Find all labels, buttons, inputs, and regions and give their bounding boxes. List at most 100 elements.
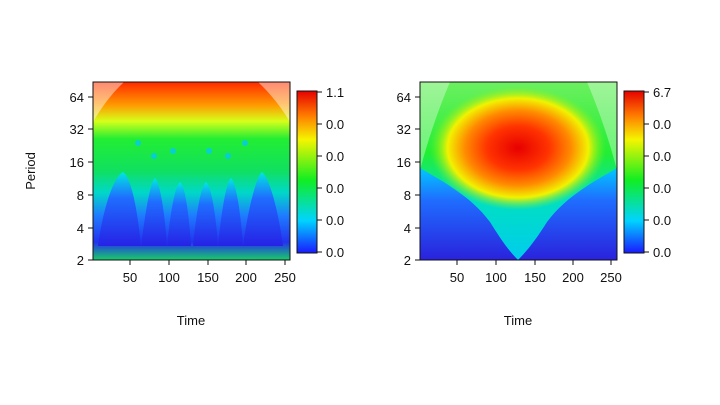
- x-tick-250: 250: [274, 260, 296, 285]
- colorbar-1-tick: 1.1: [317, 85, 344, 100]
- svg-text:0.0: 0.0: [326, 149, 344, 164]
- colorbar-2-tick: 0.0: [644, 213, 671, 228]
- coi-right-2: [587, 82, 617, 170]
- y-tick-64: 64: [397, 90, 420, 105]
- heatmap-1-lobe: [243, 172, 283, 246]
- svg-text:0.0: 0.0: [653, 213, 671, 228]
- heatmap-1-lobe: [218, 178, 243, 246]
- svg-text:6.7: 6.7: [653, 85, 671, 100]
- svg-text:32: 32: [70, 122, 84, 137]
- heatmap-1-lobe: [141, 178, 167, 246]
- x-tick-250: 250: [600, 260, 622, 285]
- heatmap-1-hotspots: [135, 140, 248, 159]
- svg-text:250: 250: [274, 270, 296, 285]
- svg-text:16: 16: [70, 155, 84, 170]
- svg-text:200: 200: [235, 270, 257, 285]
- plot-frame-2: [419, 81, 618, 261]
- svg-text:0.0: 0.0: [653, 181, 671, 196]
- heatmap-2: [420, 82, 617, 260]
- svg-text:100: 100: [158, 270, 180, 285]
- x-tick-50: 50: [123, 260, 137, 285]
- y-tick-4: 4: [77, 221, 93, 236]
- svg-text:0.0: 0.0: [653, 149, 671, 164]
- colorbar-2-tick: 0.0: [644, 181, 671, 196]
- colorbar-2-tick: 0.0: [644, 149, 671, 164]
- heatmap-1-lobe: [167, 182, 191, 246]
- x-tick-150: 150: [524, 260, 546, 285]
- heatmap-2-peak-power: [430, 86, 606, 210]
- heatmap-2-low-power-region: [420, 168, 518, 260]
- svg-text:32: 32: [397, 122, 411, 137]
- y-axis-label: Period: [23, 152, 38, 190]
- svg-text:4: 4: [77, 221, 84, 236]
- colorbar-1-scale: [296, 90, 318, 254]
- heatmap-2-low-power-region: [518, 168, 617, 260]
- colorbar-2-tick: 0.0: [644, 245, 671, 260]
- y-tick-2: 2: [404, 253, 420, 268]
- svg-text:64: 64: [397, 90, 411, 105]
- x-tick-50: 50: [450, 260, 464, 285]
- x-tick-100: 100: [158, 260, 180, 285]
- svg-text:2: 2: [404, 253, 411, 268]
- heatmap-1-high-power-band: [93, 82, 290, 144]
- colorbar-1: 1.1 0.0 0.0 0.0 0.0 0.0: [296, 85, 344, 260]
- x-tick-200: 200: [235, 260, 257, 285]
- heatmap-1-lobe: [193, 182, 218, 246]
- x-axis-1: 50 100 150 200 250: [123, 260, 296, 285]
- colorbar-1-tick: 0.0: [317, 245, 344, 260]
- y-tick-32: 32: [397, 122, 420, 137]
- svg-text:0.0: 0.0: [653, 245, 671, 260]
- svg-text:0.0: 0.0: [326, 245, 344, 260]
- x-tick-200: 200: [562, 260, 584, 285]
- colorbar-2: 6.7 0.0 0.0 0.0 0.0 0.0: [623, 85, 671, 260]
- y-tick-16: 16: [70, 155, 93, 170]
- colorbar-2-tick: 6.7: [644, 85, 671, 100]
- colorbar-1-tick: 0.0: [317, 117, 344, 132]
- x-tick-150: 150: [197, 260, 219, 285]
- heatmap-1: [93, 82, 290, 260]
- colorbar-1-tick: 0.0: [317, 213, 344, 228]
- x-axis-2: 50 100 150 200 250: [450, 260, 622, 285]
- y-tick-4: 4: [404, 221, 420, 236]
- svg-text:0.0: 0.0: [653, 117, 671, 132]
- svg-text:50: 50: [450, 270, 464, 285]
- plot-frame-1: [92, 81, 291, 261]
- svg-text:0.0: 0.0: [326, 181, 344, 196]
- svg-text:200: 200: [562, 270, 584, 285]
- svg-text:4: 4: [404, 221, 411, 236]
- svg-text:0.0: 0.0: [326, 117, 344, 132]
- colorbar-1-tick: 0.0: [317, 181, 344, 196]
- y-tick-64: 64: [70, 90, 93, 105]
- y-axis-1: 64 32 16 8 4 2: [70, 90, 93, 268]
- y-axis-2: 64 32 16 8 4 2: [397, 90, 420, 268]
- y-tick-32: 32: [70, 122, 93, 137]
- y-tick-8: 8: [77, 188, 93, 203]
- svg-text:0.0: 0.0: [326, 213, 344, 228]
- coi-right-1: [258, 82, 290, 122]
- svg-text:150: 150: [524, 270, 546, 285]
- x-axis-label-1: Time: [177, 313, 205, 328]
- y-tick-8: 8: [404, 188, 420, 203]
- colorbar-2-scale: [623, 90, 645, 254]
- coi-left-1: [93, 82, 124, 122]
- svg-text:1.1: 1.1: [326, 85, 344, 100]
- y-tick-2: 2: [77, 253, 93, 268]
- svg-text:50: 50: [123, 270, 137, 285]
- coi-left-2: [420, 82, 450, 170]
- x-tick-100: 100: [485, 260, 507, 285]
- svg-text:250: 250: [600, 270, 622, 285]
- svg-text:16: 16: [397, 155, 411, 170]
- heatmap-1-lobe: [98, 172, 141, 246]
- colorbar-1-tick: 0.0: [317, 149, 344, 164]
- y-tick-16: 16: [397, 155, 420, 170]
- colorbar-2-tick: 0.0: [644, 117, 671, 132]
- x-axis-label-2: Time: [504, 313, 532, 328]
- svg-text:2: 2: [77, 253, 84, 268]
- svg-text:100: 100: [485, 270, 507, 285]
- panel-1: Period 64 32 16 8 4 2 50 100 150 200 250…: [23, 81, 344, 328]
- svg-text:8: 8: [77, 188, 84, 203]
- svg-text:150: 150: [197, 270, 219, 285]
- svg-text:64: 64: [70, 90, 84, 105]
- panel-2: 64 32 16 8 4 2 50 100 150 200 250 Time 6…: [397, 81, 671, 328]
